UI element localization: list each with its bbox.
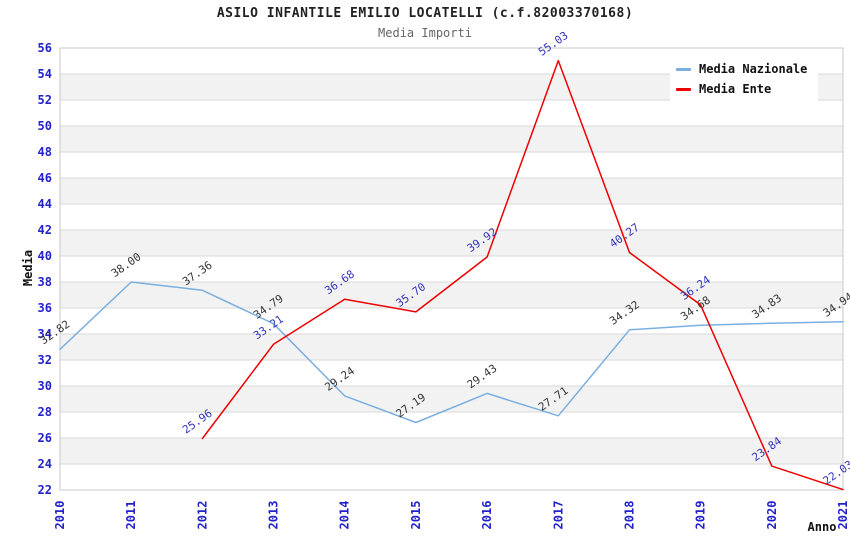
y-axis-title: Media [21,249,35,287]
legend-item-media-ente: Media Ente [676,79,818,99]
plot-band [60,152,843,178]
legend-label-media-ente: Media Ente [699,82,772,96]
plot-border [59,47,844,491]
legend-swatch-media-ente-icon [676,87,691,91]
y-tick-label: 30 [38,379,52,393]
y-tick-label: 28 [38,405,52,419]
x-tick-label: 2019 [694,501,708,530]
plot-band [60,204,843,230]
y-tick-label: 40 [38,249,52,263]
x-tick-label: 2010 [53,501,67,530]
y-tick-label: 32 [38,353,52,367]
x-tick-label: 2013 [267,501,281,530]
y-tick-label: 44 [38,197,52,211]
y-tick-label: 34 [38,327,52,341]
y-tick-label: 52 [38,93,52,107]
x-tick-label: 2014 [338,501,352,530]
x-tick-label: 2015 [409,501,423,530]
y-tick-label: 36 [38,301,52,315]
legend-label-media-nazionale: Media Nazionale [699,62,808,76]
y-tick-label: 42 [38,223,52,237]
y-tick-label: 22 [38,483,52,497]
chart-title: ASILO INFANTILE EMILIO LOCATELLI (c.f.82… [216,6,634,21]
y-tick-label: 48 [38,145,52,159]
y-tick-label: 26 [38,431,52,445]
plot-band [60,360,843,386]
x-tick-label: 2018 [622,501,636,530]
y-tick-label: 24 [38,457,52,471]
x-tick-label: 2017 [551,501,565,530]
y-tick-label: 54 [38,67,52,81]
y-tick-label: 38 [38,275,52,289]
y-tick-label: 50 [38,119,52,133]
plot-band [60,412,843,438]
series-line-media-ente [201,59,844,491]
legend-item-media-nazionale: Media Nazionale [676,59,818,79]
plot-band [60,100,843,126]
plot-band [60,308,843,334]
plot-band [60,282,843,308]
x-tick-label: 2020 [765,501,779,530]
y-tick-label: 56 [38,41,52,55]
plot-band [60,230,843,256]
plot-band [60,256,843,282]
plot-band [60,334,843,360]
plot-band [60,464,843,490]
legend-swatch-media-nazionale-icon [676,67,691,71]
plot-band [60,438,843,464]
x-tick-label: 2016 [480,501,494,530]
x-tick-label: 2012 [195,501,209,530]
y-tick-label: 46 [38,171,52,185]
x-axis-title: Anno [807,520,837,534]
x-tick-label: 2011 [124,501,138,530]
x-tick-label: 2021 [836,501,850,530]
plot-band [60,178,843,204]
series-line-media-nazionale [59,281,844,424]
plot-band [60,126,843,152]
legend: Media Nazionale Media Ente [670,56,818,102]
chart-subtitle: Media Importi [378,26,472,40]
